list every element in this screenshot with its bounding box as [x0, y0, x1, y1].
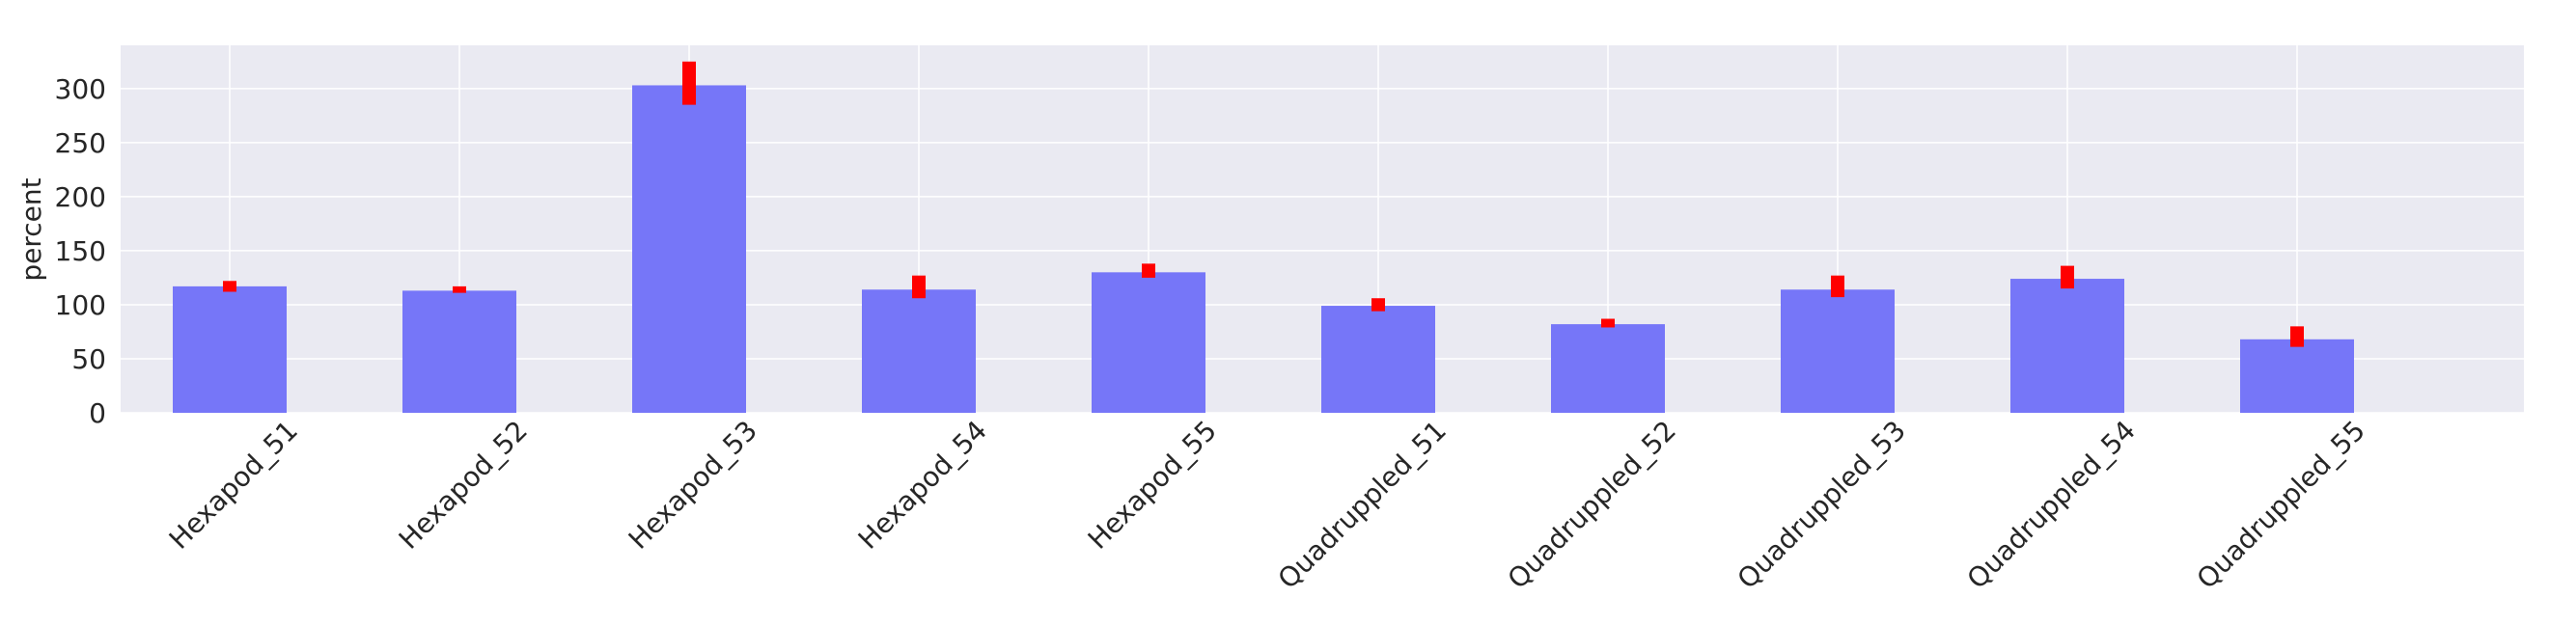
bar-Hexapod_55 — [1092, 272, 1205, 413]
y-tick-label: 100 — [55, 289, 106, 321]
error-bar-Hexapod_52 — [453, 285, 466, 293]
bar-Quadruppled_53 — [1781, 289, 1895, 413]
x-tick-label: Hexapod_55 — [1082, 415, 1223, 556]
x-tick-label: Quadruppled_53 — [1731, 415, 1912, 595]
y-tick-label: 150 — [55, 235, 106, 267]
bar-Hexapod_54 — [862, 289, 976, 413]
bar-Quadruppled_54 — [2010, 279, 2124, 413]
error-bar-Quadruppled_53 — [1831, 275, 1844, 298]
error-bar-Quadruppled_55 — [2290, 326, 2304, 347]
y-axis-ticks: 0 50 100 150 200 250 300 — [55, 73, 106, 429]
y-tick-label: 300 — [55, 73, 106, 105]
y-tick-label: 0 — [89, 397, 106, 429]
error-bar-Quadruppled_54 — [2061, 265, 2074, 289]
error-bar-Hexapod_54 — [912, 275, 926, 299]
bar-Hexapod_51 — [173, 285, 287, 413]
error-bar-Hexapod_51 — [223, 281, 236, 292]
y-tick-label: 200 — [55, 181, 106, 213]
bar-Hexapod_52 — [402, 290, 516, 413]
y-tick-label: 250 — [55, 127, 106, 159]
x-tick-label: Quadruppled_51 — [1272, 415, 1453, 595]
x-tick-label: Hexapod_51 — [163, 415, 304, 556]
x-tick-label: Quadruppled_52 — [1502, 415, 1682, 595]
y-axis-label: percent — [15, 177, 47, 281]
x-tick-label: Hexapod_52 — [393, 415, 534, 556]
bar-Quadruppled_55 — [2240, 339, 2354, 413]
error-bar-Quadruppled_52 — [1601, 318, 1615, 328]
bar-Quadruppled_51 — [1321, 306, 1435, 413]
bar-Quadruppled_52 — [1551, 324, 1665, 413]
x-tick-label: Hexapod_54 — [852, 415, 993, 556]
y-tick-label: 50 — [71, 343, 106, 375]
x-tick-label: Hexapod_53 — [623, 415, 763, 556]
x-tick-label: Quadruppled_54 — [1961, 415, 2142, 595]
error-bar-Quadruppled_51 — [1371, 298, 1385, 312]
x-axis-ticks: Hexapod_51 Hexapod_52 Hexapod_53 Hexapod_54… — [163, 415, 2371, 595]
error-bar-Hexapod_55 — [1142, 263, 1155, 278]
bar-Hexapod_53 — [632, 85, 746, 413]
bars — [173, 85, 2354, 413]
x-tick-label: Quadruppled_55 — [2191, 415, 2371, 595]
error-bars — [223, 61, 2304, 347]
error-bar-Hexapod_53 — [682, 61, 696, 105]
